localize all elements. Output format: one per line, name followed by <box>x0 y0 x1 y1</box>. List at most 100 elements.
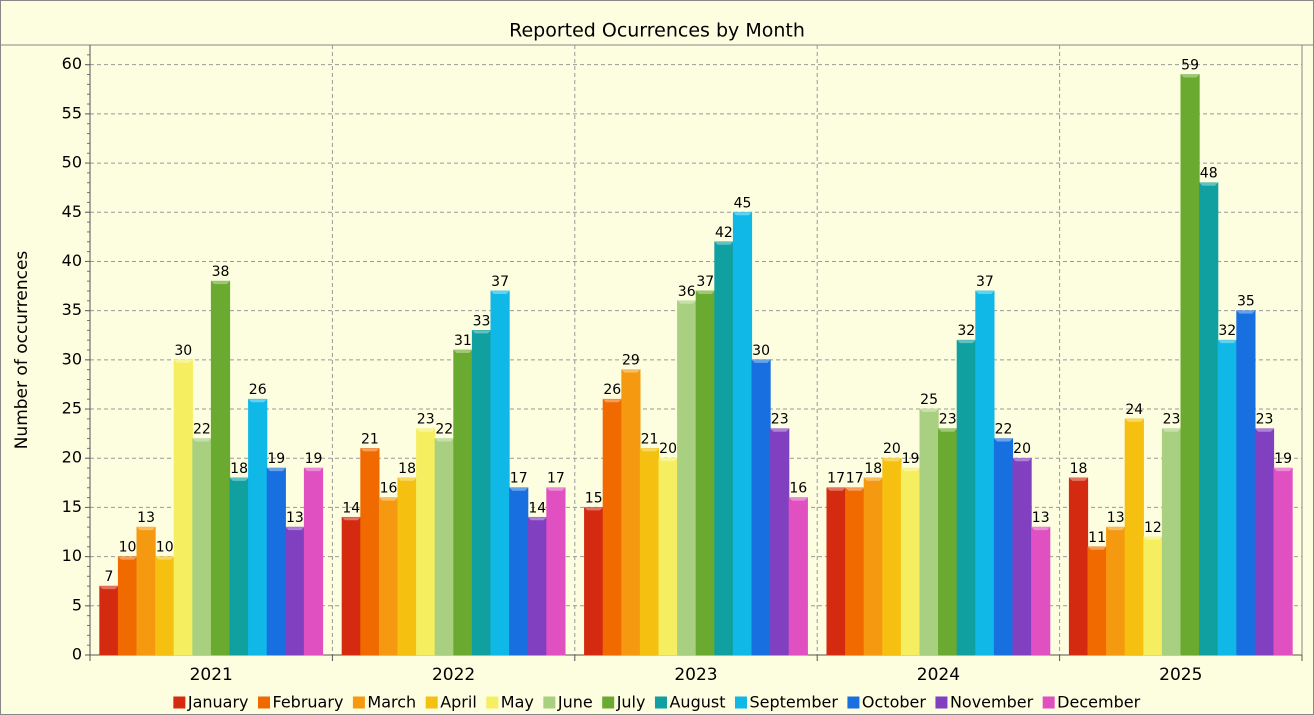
data-label: 19 <box>267 451 285 467</box>
legend-label: October <box>862 693 926 712</box>
data-label: 30 <box>752 343 770 359</box>
bar <box>1254 428 1275 656</box>
data-label: 18 <box>1070 461 1088 477</box>
bar-top <box>845 487 864 491</box>
bar <box>1143 536 1163 656</box>
legend-swatch <box>1042 696 1055 709</box>
bar <box>882 457 902 656</box>
data-label: 20 <box>1013 441 1031 457</box>
y-tick-label: 25 <box>62 399 82 418</box>
data-label: 26 <box>603 382 621 398</box>
bar-top <box>174 359 193 363</box>
legend-swatch <box>654 696 667 709</box>
data-label: 17 <box>510 471 528 487</box>
bar <box>1180 74 1200 656</box>
data-label: 31 <box>454 333 472 349</box>
y-tick-label: 10 <box>62 546 82 565</box>
legend-label: September <box>749 693 838 712</box>
y-tick-label: 35 <box>62 300 82 319</box>
bar-top <box>1106 527 1125 531</box>
bar <box>136 526 156 656</box>
bar-top <box>751 359 771 363</box>
bar-top <box>1087 546 1107 550</box>
data-label: 19 <box>305 451 323 467</box>
data-label: 7 <box>104 569 113 585</box>
bar-top <box>770 428 789 432</box>
bar-top <box>546 487 566 491</box>
data-label: 21 <box>361 431 379 447</box>
bar <box>1106 526 1126 656</box>
bar-top <box>1255 428 1274 432</box>
bar-top <box>211 281 230 285</box>
legend-label: June <box>557 693 593 712</box>
bar-top <box>416 428 435 432</box>
data-label: 12 <box>1144 520 1162 536</box>
bar-top <box>136 527 156 531</box>
y-tick-label: 40 <box>62 251 82 270</box>
bar-top <box>267 468 286 472</box>
bar-top <box>658 458 678 462</box>
x-tick-label: 2024 <box>917 665 960 685</box>
bar-top <box>1162 428 1181 432</box>
legend-label: April <box>440 693 477 712</box>
bar <box>621 369 641 656</box>
bar <box>173 359 193 656</box>
legend-swatch <box>602 696 615 709</box>
bar <box>229 477 249 656</box>
data-label: 18 <box>398 461 416 477</box>
bar-top <box>957 340 976 344</box>
bar-top <box>1125 418 1144 422</box>
bar <box>1012 457 1032 656</box>
data-label: 32 <box>1218 323 1236 339</box>
bar <box>770 428 790 656</box>
bar <box>658 457 678 656</box>
bar-top <box>584 507 603 511</box>
bar <box>1273 467 1293 656</box>
bar <box>266 467 286 656</box>
x-tick-label: 2022 <box>432 665 475 685</box>
bar <box>453 349 473 656</box>
bar <box>434 438 454 656</box>
bar <box>900 467 921 656</box>
y-tick-label: 60 <box>62 54 82 73</box>
data-label: 37 <box>491 274 509 290</box>
data-label: 14 <box>342 500 360 516</box>
bar <box>210 280 231 656</box>
bar-top <box>360 448 380 452</box>
bar <box>1236 310 1256 656</box>
data-label: 29 <box>622 353 640 369</box>
bar <box>677 300 697 656</box>
bar <box>285 526 305 656</box>
data-label: 24 <box>1125 402 1143 418</box>
bar <box>695 290 715 656</box>
data-label: 17 <box>827 471 845 487</box>
bar-top <box>285 527 305 531</box>
data-label: 13 <box>1032 510 1050 526</box>
data-label: 10 <box>156 540 174 556</box>
bar-top <box>1031 527 1050 531</box>
legend-swatch <box>258 696 271 709</box>
bar-top <box>864 477 883 481</box>
data-label: 48 <box>1200 166 1218 182</box>
bar <box>303 467 324 656</box>
y-tick-label: 55 <box>62 103 82 122</box>
bar-top <box>397 477 417 481</box>
legend-swatch <box>173 696 186 709</box>
bar <box>584 507 604 656</box>
bar <box>341 516 361 656</box>
bar-top <box>192 438 212 442</box>
legend-swatch <box>734 696 747 709</box>
bar <box>956 339 976 656</box>
legend-swatch <box>847 696 860 709</box>
x-tick-label: 2021 <box>190 665 233 685</box>
legend-label: December <box>1057 693 1140 712</box>
bar <box>416 428 436 656</box>
bar-top <box>901 468 920 472</box>
data-label: 36 <box>678 284 696 300</box>
bar-top <box>1218 340 1237 344</box>
legend-label: May <box>501 693 534 712</box>
bar <box>919 408 939 656</box>
bar-top <box>1236 310 1256 314</box>
data-label: 59 <box>1181 58 1199 74</box>
y-tick-label: 45 <box>62 202 82 221</box>
